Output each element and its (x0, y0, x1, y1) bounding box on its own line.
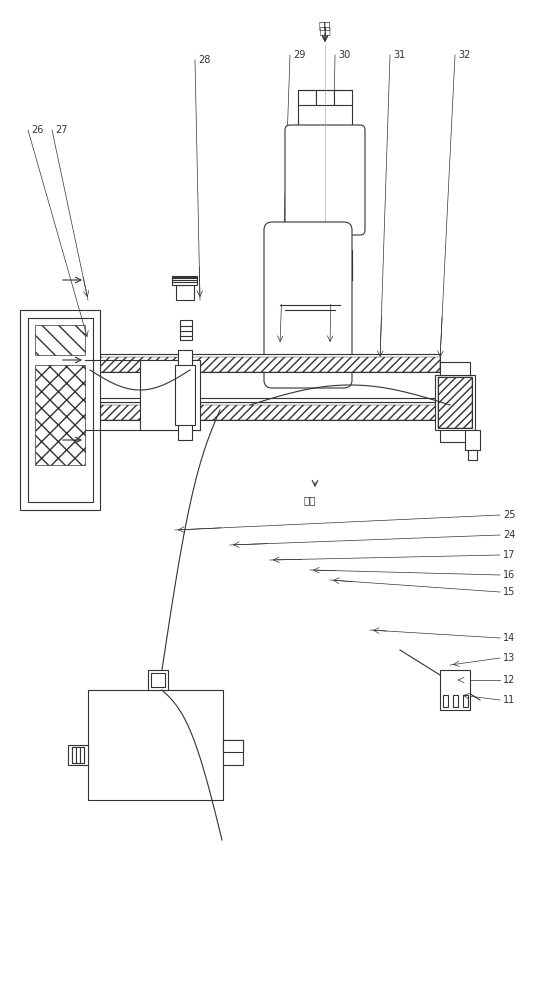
Bar (35, 325, 85, 355)
Bar (90, 405, 440, 420)
Text: 14: 14 (503, 633, 515, 643)
Bar (68, 745, 88, 765)
Bar (316, 265, 334, 280)
Text: 26: 26 (31, 125, 43, 135)
Bar (20, 310, 100, 510)
Bar (435, 375, 475, 430)
Bar (443, 695, 448, 707)
Bar (35, 365, 85, 465)
Text: 出水: 出水 (319, 25, 331, 35)
FancyBboxPatch shape (285, 125, 365, 235)
Bar (90, 398, 440, 402)
Text: 28: 28 (198, 55, 210, 65)
Bar (223, 740, 243, 752)
Bar (151, 673, 165, 687)
Text: 24: 24 (503, 530, 515, 540)
Bar (465, 430, 480, 450)
Bar (172, 277, 197, 285)
Text: 12: 12 (503, 675, 515, 685)
Bar (438, 377, 472, 428)
Bar (90, 402, 440, 420)
Bar (148, 670, 168, 690)
Text: 31: 31 (393, 50, 406, 60)
Bar (72, 747, 76, 763)
Bar (463, 695, 468, 707)
Text: 13: 13 (503, 653, 515, 663)
Text: 27: 27 (55, 125, 67, 135)
Bar (80, 747, 84, 763)
Bar (76, 747, 80, 763)
Bar (88, 690, 223, 800)
Bar (176, 285, 194, 300)
Bar (223, 740, 243, 765)
Bar (90, 354, 440, 372)
Bar (440, 362, 470, 442)
Text: 32: 32 (458, 50, 470, 60)
Bar (180, 320, 192, 340)
Bar (298, 100, 352, 130)
Bar (440, 670, 470, 710)
Text: 17: 17 (503, 550, 515, 560)
Bar (298, 90, 316, 105)
Text: 30: 30 (338, 50, 350, 60)
Bar (316, 90, 334, 105)
Text: 15: 15 (503, 587, 515, 597)
Bar (90, 357, 440, 372)
Bar (298, 265, 316, 280)
Bar (334, 90, 352, 105)
Text: 進水: 進水 (304, 495, 316, 505)
Bar (72, 747, 84, 763)
Bar (298, 250, 352, 280)
Bar (334, 265, 352, 280)
Bar (178, 350, 192, 440)
Bar (175, 365, 195, 425)
Text: 25: 25 (503, 510, 516, 520)
Bar (28, 318, 93, 502)
Bar (438, 377, 472, 428)
Bar (468, 450, 477, 460)
FancyBboxPatch shape (264, 222, 352, 388)
Text: 29: 29 (293, 50, 305, 60)
Text: 出水: 出水 (319, 20, 331, 30)
Text: 16: 16 (503, 570, 515, 580)
Bar (140, 360, 200, 430)
Text: 11: 11 (503, 695, 515, 705)
Bar (453, 695, 458, 707)
